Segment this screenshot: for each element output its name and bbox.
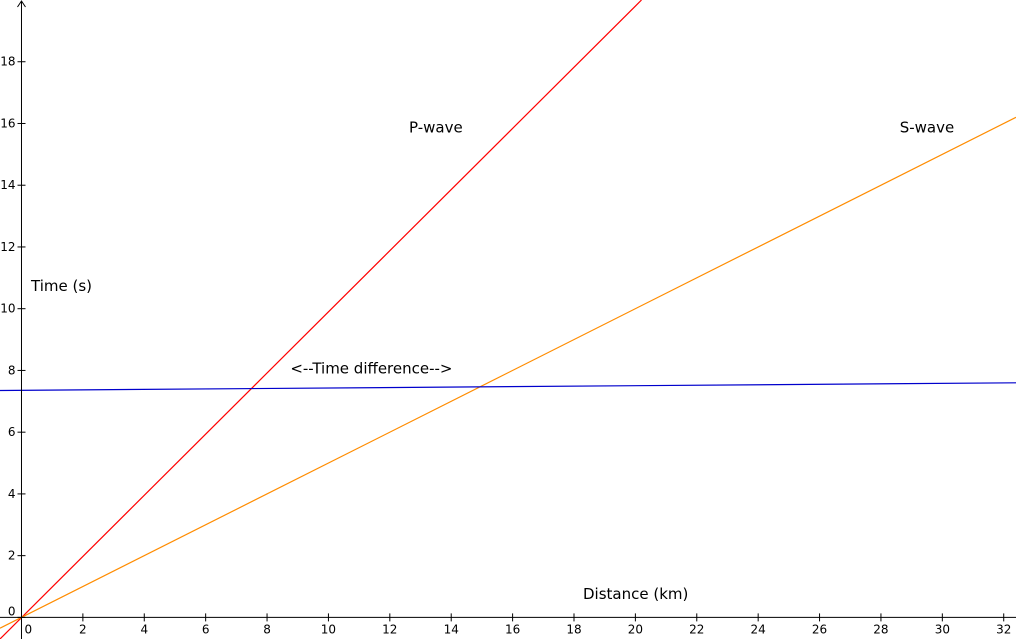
x-tick-label: 0 [24,622,32,636]
x-tick-label: 8 [263,622,271,636]
x-tick-label: 32 [996,622,1011,636]
y-tick-label: 2 [8,549,16,563]
y-tick-label: 10 [0,302,15,316]
ticks-layer: 0 2 4 6 8 10 12 14 16 18 20 22 24 26 28 30 3202468101214… [0,55,1011,637]
x-tick-label: 30 [935,622,950,636]
series-2-line [0,382,1016,392]
annotations-layer: Distance (km) Time (s) P-wave S-wave <--Ti… [30,119,954,603]
x-tick-label: 14 [444,622,459,636]
annotation-label: <--Time difference--> [290,360,452,378]
x-tick-label: 26 [812,622,827,636]
annotation-label: P-wave [409,119,463,137]
x-tick-label: 28 [873,622,888,636]
x-tick-label: 16 [505,622,520,636]
x-axis-label: Distance (km) [583,585,688,603]
x-tick-label: 12 [382,622,397,636]
y-axis-label: Time (s) [30,277,92,295]
y-tick-label: 6 [8,425,16,439]
p-wave-line [0,0,642,639]
y-tick-label: 14 [0,178,15,192]
y-tick-label: 8 [8,363,16,377]
x-tick-label: 10 [321,622,336,636]
y-tick-label: 16 [0,116,15,130]
x-tick-label: 2 [79,622,87,636]
y-axis-arrow-icon [17,0,26,8]
s-wave-line [0,116,1016,629]
y-tick-label: 18 [0,55,15,69]
y-tick-label: 4 [8,487,16,501]
y-tick-label: 12 [0,240,15,254]
y-tick-label: 0 [8,604,16,618]
annotation-label: S-wave [900,119,955,137]
x-tick-label: 22 [689,622,704,636]
x-tick-label: 6 [202,622,210,636]
x-tick-label: 18 [566,622,581,636]
x-tick-label: 4 [140,622,148,636]
x-tick-label: 20 [628,622,643,636]
x-tick-label: 24 [751,622,766,636]
